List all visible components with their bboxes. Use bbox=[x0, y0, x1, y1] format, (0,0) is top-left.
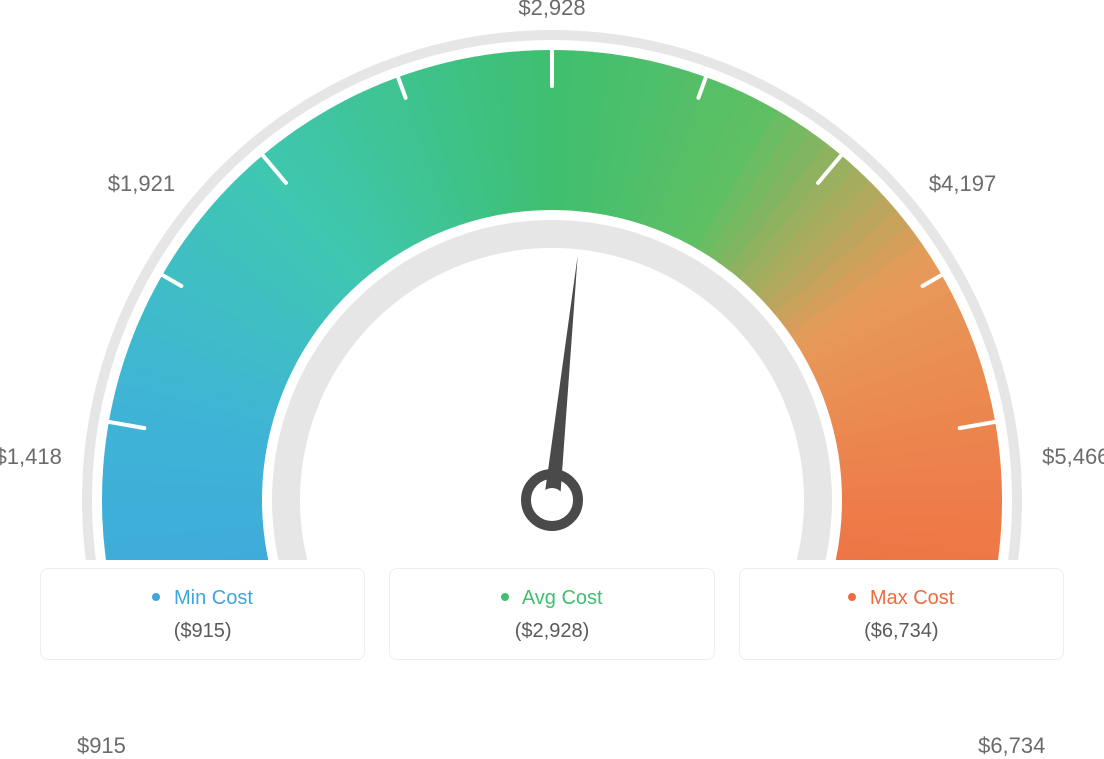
legend-title-avg: Avg Cost bbox=[400, 587, 703, 610]
gauge-tick-label: $1,418 bbox=[0, 444, 62, 470]
gauge-tick-label: $1,921 bbox=[108, 171, 175, 197]
legend-value-max: ($6,734) bbox=[750, 620, 1053, 643]
legend-dot-max bbox=[848, 593, 856, 601]
gauge-tick-label: $5,466 bbox=[1042, 444, 1104, 470]
legend-value-min: ($915) bbox=[51, 620, 354, 643]
gauge-tick-label: $2,928 bbox=[518, 0, 585, 21]
legend-card-max: Max Cost ($6,734) bbox=[739, 568, 1064, 660]
legend-card-avg: Avg Cost ($2,928) bbox=[389, 568, 714, 660]
gauge-area: $915$1,418$1,921$2,928$4,197$5,466$6,734 bbox=[0, 0, 1104, 560]
legend-label-min: Min Cost bbox=[174, 587, 253, 609]
legend-dot-avg bbox=[501, 593, 509, 601]
gauge-tick-label: $915 bbox=[77, 733, 126, 759]
gauge-tick-label: $4,197 bbox=[929, 171, 996, 197]
legend-title-min: Min Cost bbox=[51, 587, 354, 610]
legend-card-min: Min Cost ($915) bbox=[40, 568, 365, 660]
gauge-svg bbox=[0, 0, 1104, 560]
legend-dot-min bbox=[152, 593, 160, 601]
legend-title-max: Max Cost bbox=[750, 587, 1053, 610]
cost-gauge-chart: $915$1,418$1,921$2,928$4,197$5,466$6,734… bbox=[0, 0, 1104, 690]
legend-label-avg: Avg Cost bbox=[522, 587, 603, 609]
legend-label-max: Max Cost bbox=[870, 587, 954, 609]
legend-value-avg: ($2,928) bbox=[400, 620, 703, 643]
gauge-tick-label: $6,734 bbox=[978, 733, 1045, 759]
legend-row: Min Cost ($915) Avg Cost ($2,928) Max Co… bbox=[40, 568, 1064, 660]
